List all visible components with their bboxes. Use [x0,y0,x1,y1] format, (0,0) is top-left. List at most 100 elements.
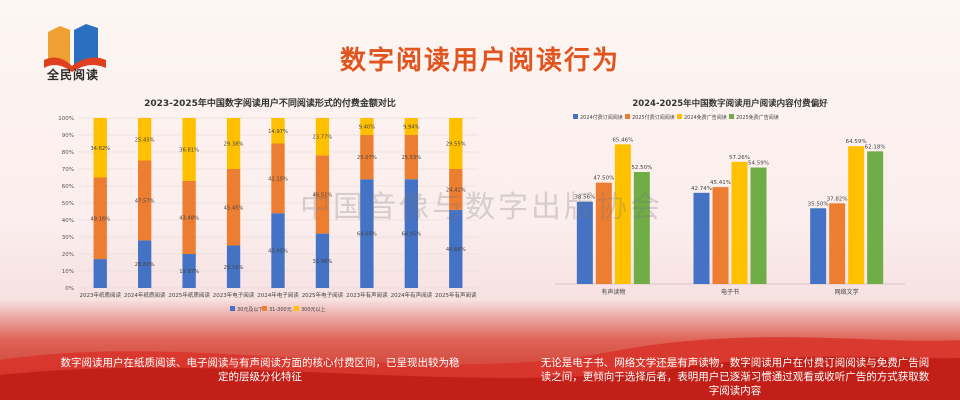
data-label: 25.45% [135,137,155,143]
data-label: 24.41% [446,187,466,193]
data-label: 35.50% [808,201,829,207]
x-tick-label: 2025年电子阅读 [302,291,344,299]
bar-segment [182,254,196,288]
bar [829,203,846,284]
legend-label: 300元以上 [301,306,326,313]
data-label: 52.50% [631,165,652,171]
data-label: 65.46% [612,137,633,143]
x-tick-label: 2024年有声阅读 [391,291,433,299]
chart-title: 2024-2025年中国数字阅读用户阅读内容付费偏好 [632,98,828,109]
data-label: 57.26% [729,155,750,161]
data-label: 41.15% [268,176,288,182]
bar-segment [226,118,241,169]
y-tick-label: 60% [62,184,74,190]
bar-segment [182,180,196,254]
bar-segment [93,259,107,288]
bar [810,208,827,284]
x-tick-label: 2025年纸质阅读 [168,291,210,299]
bar-segment [315,233,330,288]
y-tick-label: 20% [62,252,74,258]
y-tick-label: 90% [62,133,74,139]
caption-left: 数字阅读用户在纸质阅读、电子阅读与有声阅读方面的核心付费区间，已呈现出较为稳定的… [60,357,460,383]
bar-segment [449,169,463,210]
bar-segment [138,240,152,288]
grouped-bar-chart: 2024-2025年中国数字阅读用户阅读内容付费偏好 2024付费订阅阅读 2025… [555,98,905,296]
bar-segment [404,179,418,288]
bar [595,182,612,284]
y-tick-label: 30% [62,235,74,241]
y-tick-label: 100% [58,116,74,122]
data-label: 34.62% [90,146,110,152]
data-label: 25.16% [224,265,244,271]
bar [576,201,593,284]
x-tick-label: 2024年纸质阅读 [124,291,166,299]
bar-segment [93,118,107,178]
bar-segment [226,245,241,288]
data-label: 45.41% [710,180,731,186]
legend-label: 31-300元 [269,307,292,313]
bar [731,161,748,284]
logo-text: 全民阅读 [46,68,99,82]
bar [848,146,865,284]
data-label: 37.82% [827,196,848,202]
data-label: 43.95% [268,249,288,255]
data-label: 25.53% [401,155,421,161]
bar [693,192,710,284]
data-label: 31.96% [313,259,333,265]
data-label: 64.95% [401,232,421,238]
x-tick-label: 2023年电子阅读 [213,291,255,299]
data-label: 9.40% [359,125,376,131]
data-label: 19.87% [179,269,199,275]
data-label: 62.18% [865,144,886,150]
bar [867,151,884,284]
legend-swatch [729,114,734,119]
data-label: 36.81% [179,147,199,153]
bar-segment [271,143,285,214]
data-label: 14.97% [268,129,288,135]
legend-label: 2025免费广告阅读 [736,114,779,121]
data-label: 46.68% [446,247,466,253]
bar-segment [93,177,107,260]
y-tick-label: 80% [62,150,74,156]
bar-segment [360,179,374,288]
data-label: 29.38% [224,142,244,148]
legend-label: 2024免费广告阅读 [684,114,727,121]
bar [614,144,631,284]
y-tick-label: 10% [62,269,74,275]
bar-segment [449,118,463,169]
wave-decoration [0,337,960,400]
bar-segment [449,209,463,288]
x-tick-label: 2023年有声阅读 [346,291,388,299]
bar-segment [182,118,196,181]
data-label: 64.59% [846,139,867,145]
data-label: 46.51% [313,193,333,199]
x-tick-label: 电子书 [721,288,739,296]
data-label: 43.48% [179,215,199,221]
legend-label: 2024付费订阅阅读 [580,114,623,121]
grouped-bar-chart-panel: 2024-2025年中国数字阅读用户阅读内容付费偏好 2024付费订阅阅读 2025… [545,92,915,307]
data-label: 23.77% [313,135,333,141]
caption-right: 无论是电子书、网络文学还是有声读物，数字阅读用户在付费订阅阅读与免费广告阅读之间… [540,357,930,397]
legend-label: 30元及以下 [237,307,263,313]
bar-segment [315,118,330,156]
x-tick-label: 2025年有声阅读 [435,291,477,299]
data-label: 26.80% [135,262,155,268]
legend-swatch [625,114,630,119]
chart-title: 2023-2025年中国数字阅读用户不同阅读形式的付费金额对比 [144,97,396,109]
data-label: 49.16% [90,216,110,222]
legend-swatch [573,114,578,119]
legend-label: 2025付费订阅阅读 [632,114,675,121]
bar-segment [271,118,285,144]
page-title: 数字阅读用户阅读行为 [339,46,620,76]
data-label: 47.50% [593,176,614,182]
book-logo-icon [44,24,106,72]
data-label: 38.56% [574,195,595,201]
data-label: 54.59% [748,161,769,167]
bar [750,167,767,284]
stacked-bar-chart: 2023-2025年中国数字阅读用户不同阅读形式的付费金额对比 0% 10% 20% 3… [58,97,478,313]
x-tick-label: 有声读物 [601,288,625,296]
x-tick-label: 2024年电子阅读 [257,291,299,299]
legend-swatch [294,306,299,311]
bar-segment [226,169,241,246]
bar-segment [138,118,152,161]
